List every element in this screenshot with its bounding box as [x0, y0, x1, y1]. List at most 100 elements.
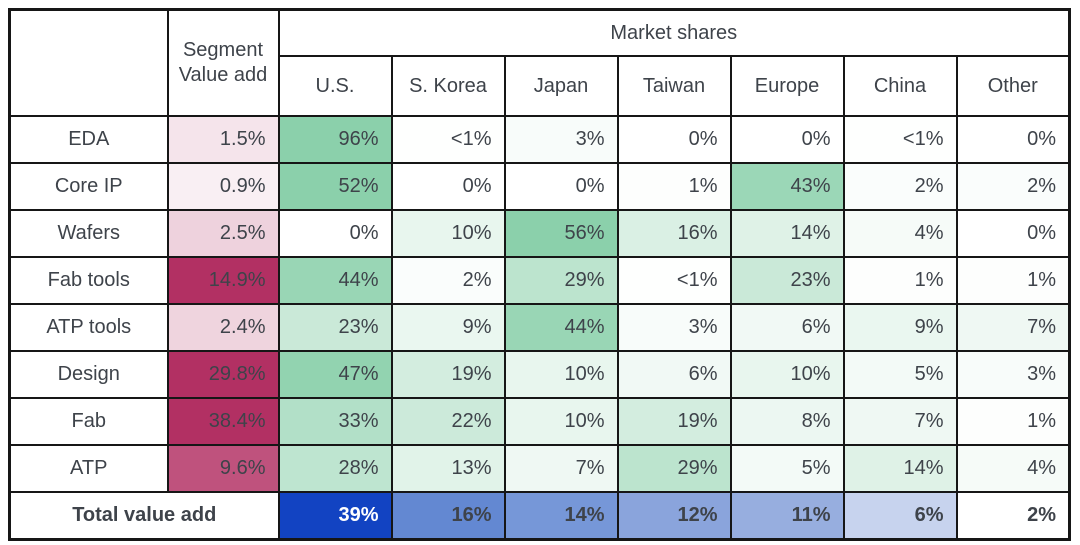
- market-share-cell: 14%: [842, 444, 958, 493]
- segment-value-cell: 29.8%: [166, 350, 280, 399]
- row-label: Wafers: [8, 209, 169, 258]
- segment-value-cell: 0.9%: [166, 162, 280, 211]
- segment-value-cell: 1.5%: [166, 115, 280, 164]
- market-shares-group-header: Market shares: [277, 8, 1071, 57]
- table-row: Fab 38.4% 33% 22% 10% 19% 8% 7% 1%: [8, 397, 1071, 446]
- market-share-cell: 3%: [503, 115, 619, 164]
- market-share-cell: 52%: [277, 162, 393, 211]
- column-header-other: Other: [955, 55, 1071, 117]
- total-value-cell: 14%: [503, 491, 619, 540]
- market-share-cell: 0%: [729, 115, 845, 164]
- market-share-cell: 5%: [729, 444, 845, 493]
- market-share-cell: 29%: [503, 256, 619, 305]
- total-value-cell: 6%: [842, 491, 958, 540]
- market-share-cell: 10%: [390, 209, 506, 258]
- market-share-cell: 47%: [277, 350, 393, 399]
- segment-value-cell: 2.4%: [166, 303, 280, 352]
- market-share-cell: 43%: [729, 162, 845, 211]
- total-value-cell: 2%: [955, 491, 1071, 540]
- column-header-taiwan: Taiwan: [616, 55, 732, 117]
- market-share-cell: 0%: [616, 115, 732, 164]
- market-share-cell: 9%: [390, 303, 506, 352]
- corner-cell: [8, 8, 169, 117]
- total-value-cell: 39%: [277, 491, 393, 540]
- market-share-cell: 6%: [729, 303, 845, 352]
- table-row: Wafers 2.5% 0% 10% 56% 16% 14% 4% 0%: [8, 209, 1071, 258]
- row-label: Design: [8, 350, 169, 399]
- market-share-cell: 1%: [616, 162, 732, 211]
- table-row: ATP 9.6% 28% 13% 7% 29% 5% 14% 4%: [8, 444, 1071, 493]
- market-share-cell: <1%: [616, 256, 732, 305]
- header-group-row: Segment Value add Market shares: [8, 8, 1071, 117]
- market-share-cell: 28%: [277, 444, 393, 493]
- market-share-cell: 0%: [955, 115, 1071, 164]
- market-share-cell: 4%: [955, 444, 1071, 493]
- market-share-cell: 14%: [729, 209, 845, 258]
- segment-value-cell: 38.4%: [166, 397, 280, 446]
- column-header-japan: Japan: [503, 55, 619, 117]
- market-share-cell: 1%: [842, 256, 958, 305]
- market-share-cell: 10%: [503, 397, 619, 446]
- total-value-cell: 12%: [616, 491, 732, 540]
- market-share-cell: 0%: [955, 209, 1071, 258]
- market-share-cell: 2%: [955, 162, 1071, 211]
- market-share-cell: 5%: [842, 350, 958, 399]
- market-share-cell: 10%: [503, 350, 619, 399]
- column-header-skorea: S. Korea: [390, 55, 506, 117]
- market-share-cell: 19%: [616, 397, 732, 446]
- table-row: EDA 1.5% 96% <1% 3% 0% 0% <1% 0%: [8, 115, 1071, 164]
- segment-value-cell: 9.6%: [166, 444, 280, 493]
- market-share-cell: 4%: [842, 209, 958, 258]
- market-share-cell: 0%: [277, 209, 393, 258]
- segment-header-line2: Value add: [178, 64, 268, 86]
- row-label: ATP: [8, 444, 169, 493]
- total-value-cell: 16%: [390, 491, 506, 540]
- market-share-cell: 8%: [729, 397, 845, 446]
- market-share-cell: 3%: [955, 350, 1071, 399]
- column-header-us: U.S.: [277, 55, 393, 117]
- market-share-cell: 33%: [277, 397, 393, 446]
- market-share-cell: 13%: [390, 444, 506, 493]
- market-share-cell: 16%: [616, 209, 732, 258]
- market-share-cell: 44%: [277, 256, 393, 305]
- market-share-cell: <1%: [842, 115, 958, 164]
- market-share-cell: 29%: [616, 444, 732, 493]
- market-share-cell: 7%: [503, 444, 619, 493]
- market-share-cell: 56%: [503, 209, 619, 258]
- table-row: ATP tools 2.4% 23% 9% 44% 3% 6% 9% 7%: [8, 303, 1071, 352]
- row-label: ATP tools: [8, 303, 169, 352]
- market-share-cell: 19%: [390, 350, 506, 399]
- market-share-cell: 6%: [616, 350, 732, 399]
- row-label: Core IP: [8, 162, 169, 211]
- market-share-cell: 2%: [390, 256, 506, 305]
- market-share-cell: 23%: [277, 303, 393, 352]
- market-share-cell: 0%: [503, 162, 619, 211]
- market-share-cell: 23%: [729, 256, 845, 305]
- market-share-cell: 3%: [616, 303, 732, 352]
- table-row: Design 29.8% 47% 19% 10% 6% 10% 5% 3%: [8, 350, 1071, 399]
- table-body: EDA 1.5% 96% <1% 3% 0% 0% <1% 0% Core IP 0.9% 52% 0%…: [8, 115, 1071, 540]
- market-share-cell: <1%: [390, 115, 506, 164]
- row-label: Fab: [8, 397, 169, 446]
- total-row: Total value add 39% 16% 14% 12% 11% 6% 2%: [8, 491, 1071, 540]
- segment-value-cell: 14.9%: [166, 256, 280, 305]
- market-share-cell: 1%: [955, 256, 1071, 305]
- total-value-cell: 11%: [729, 491, 845, 540]
- market-share-cell: 44%: [503, 303, 619, 352]
- market-share-cell: 96%: [277, 115, 393, 164]
- segment-header-line1: Segment: [182, 39, 264, 61]
- segment-value-cell: 2.5%: [166, 209, 280, 258]
- row-label: EDA: [8, 115, 169, 164]
- total-row-label: Total value add: [8, 491, 280, 540]
- segment-value-add-header: Segment Value add: [166, 8, 280, 117]
- market-share-cell: 2%: [842, 162, 958, 211]
- column-header-europe: Europe: [729, 55, 845, 117]
- market-share-cell: 9%: [842, 303, 958, 352]
- market-share-cell: 7%: [842, 397, 958, 446]
- table-row: Core IP 0.9% 52% 0% 0% 1% 43% 2% 2%: [8, 162, 1071, 211]
- column-header-china: China: [842, 55, 958, 117]
- header-columns-row: U.S. S. Korea Japan Taiwan Europe China …: [10, 55, 1071, 117]
- market-share-cell: 10%: [729, 350, 845, 399]
- market-shares-table: Segment Value add Market shares U.S. S. …: [8, 8, 1071, 541]
